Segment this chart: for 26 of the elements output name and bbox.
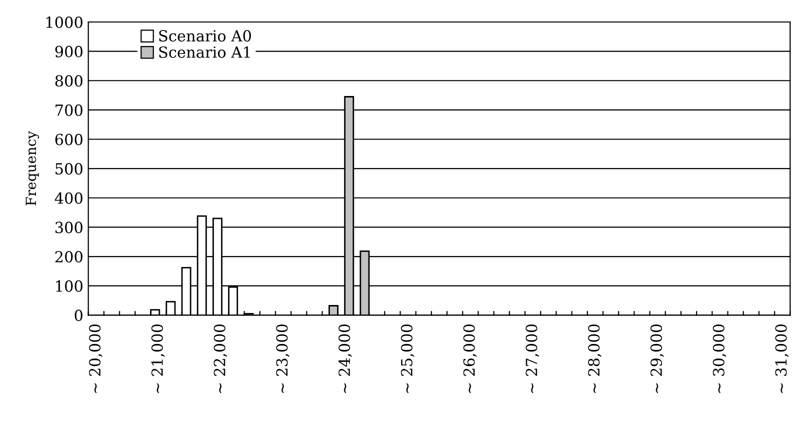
x-tick-label: ~ 21,000 xyxy=(151,324,165,393)
y-axis-title: Frequency xyxy=(26,131,40,206)
y-tick-label: 100 xyxy=(56,280,82,292)
y-tick-label: 400 xyxy=(54,192,82,204)
x-tick-label: ~ 28,000 xyxy=(588,324,602,393)
x-tick-label: ~ 27,000 xyxy=(526,324,540,393)
legend-label: Scenario A0 xyxy=(159,30,251,42)
y-tick-label: 800 xyxy=(55,75,82,87)
y-tick-label: 500 xyxy=(56,163,82,175)
x-tick-label: ~ 31,000 xyxy=(775,324,789,393)
y-tick-label: 200 xyxy=(55,250,82,263)
y-tick-label: 900 xyxy=(55,46,82,58)
y-tick-label: 300 xyxy=(55,222,82,234)
y-tick-label: 0 xyxy=(74,310,82,322)
x-tick-label: ~ 23,000 xyxy=(276,324,290,393)
x-tick-label: ~ 22,000 xyxy=(214,324,228,393)
y-tick-label: 700 xyxy=(56,104,82,116)
x-tick-label: ~ 29,000 xyxy=(650,324,664,393)
x-tick-label: ~ 30,000 xyxy=(712,324,726,393)
x-tick-label: ~ 25,000 xyxy=(400,324,414,393)
y-tick-label: 1000 xyxy=(46,16,82,28)
x-tick-label: ~ 26,000 xyxy=(463,324,477,393)
y-tick-label: 600 xyxy=(55,134,82,146)
legend-label: Scenario A1 xyxy=(159,46,250,58)
x-tick-label: ~ 24,000 xyxy=(338,324,352,393)
x-tick-label: ~ 20,000 xyxy=(89,324,102,393)
